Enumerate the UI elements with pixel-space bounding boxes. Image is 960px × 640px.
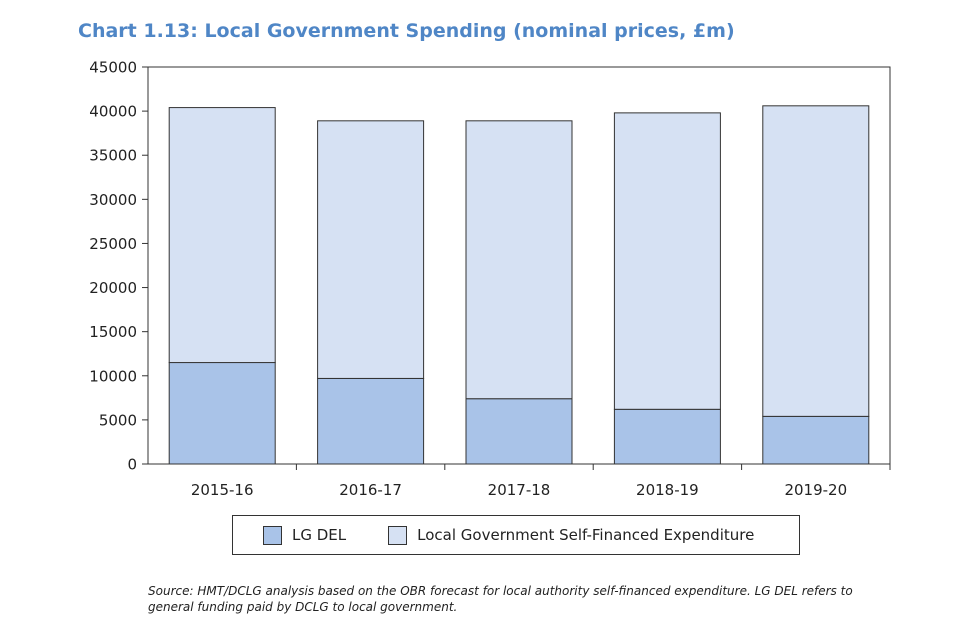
source-note: Source: HMT/DCLG analysis based on the O…: [148, 584, 853, 614]
bar-lg-del: [613, 408, 721, 465]
legend-label-self-financed: Local Government Self-Financed Expenditu…: [417, 526, 755, 544]
bar-self-financed: [168, 107, 276, 364]
bar-lg-del: [317, 377, 425, 465]
legend: LG DEL Local Government Self-Financed Ex…: [232, 515, 800, 555]
x-tick-label: 2017-18: [488, 481, 551, 499]
bar-self-financed: [613, 112, 721, 410]
y-tick-label: 20000: [89, 279, 137, 297]
legend-item-self-financed: Local Government Self-Financed Expenditu…: [388, 525, 755, 545]
chart-title: Chart 1.13: Local Government Spending (n…: [78, 20, 735, 42]
y-tick-label: 30000: [89, 191, 137, 209]
x-tick-label: 2015-16: [191, 481, 254, 499]
y-tick-label: 40000: [89, 103, 137, 121]
y-tick-label: 35000: [89, 147, 137, 165]
y-tick-label: 0: [127, 456, 137, 474]
y-tick-label: 45000: [89, 59, 137, 77]
legend-label-lg-del: LG DEL: [292, 526, 347, 544]
y-tick-label: 15000: [89, 323, 137, 341]
bar-self-financed: [317, 120, 425, 379]
x-tick-label: 2019-20: [784, 481, 847, 499]
chart-area: 0 5000 10000 15000 20000 25000 30000 35000 40000…: [89, 59, 891, 499]
legend-swatch-self-financed: [388, 525, 408, 545]
x-tick-label: 2016-17: [339, 481, 402, 499]
bar-lg-del: [465, 398, 573, 465]
bar-self-financed: [762, 105, 870, 417]
x-tick-label: 2018-19: [636, 481, 699, 499]
y-tick-label: 5000: [99, 411, 137, 429]
bar-lg-del: [762, 415, 870, 465]
bar-lg-del: [168, 362, 276, 465]
y-tick-label: 25000: [89, 235, 137, 253]
y-tick-label: 10000: [89, 367, 137, 385]
bar-self-financed: [465, 120, 573, 400]
legend-swatch-lg-del: [263, 525, 282, 545]
legend-item-lg-del: LG DEL: [263, 525, 347, 545]
